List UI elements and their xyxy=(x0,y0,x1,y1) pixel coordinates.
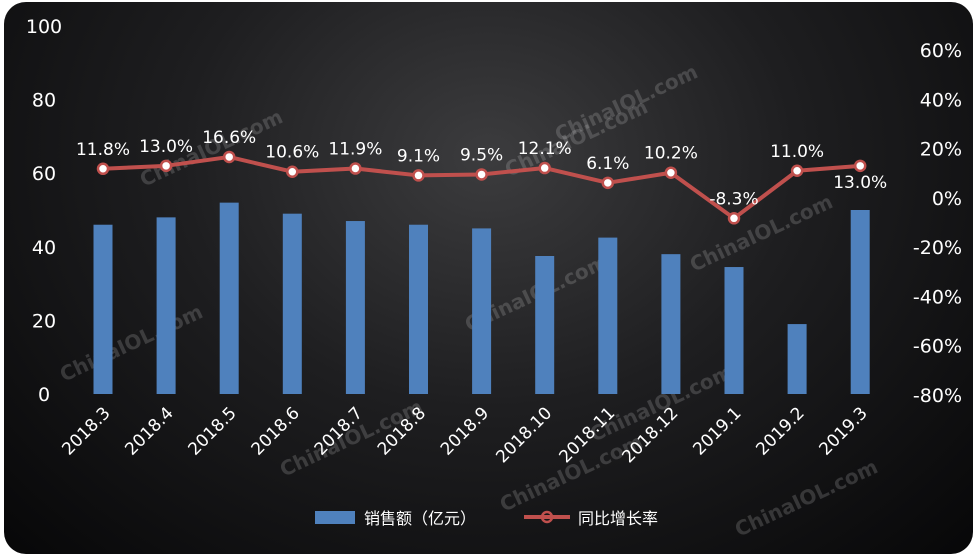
line-series: 11.8% 13.0% 16.6% 10.6% 11.9% 9.1% 9.5% 12.1% 6.… xyxy=(76,128,887,225)
left-axis-tick-label: 100 xyxy=(26,16,62,38)
bar xyxy=(472,228,492,394)
line-data-label: 6.1% xyxy=(586,154,629,174)
left-axis-tick-label: 80 xyxy=(32,90,56,112)
line-data-label: 16.6% xyxy=(202,128,256,148)
bar xyxy=(345,221,365,394)
bar xyxy=(598,237,618,394)
chart-panel: ChinaIOL.com ChinaIOL.com ChinaIOL.com Chin… xyxy=(4,2,973,554)
watermark-text: ChinaIOL.com xyxy=(731,454,881,541)
right-axis-tick-label: -60% xyxy=(913,336,962,358)
bar xyxy=(787,324,807,394)
category-label: 2018.10 xyxy=(492,403,556,467)
category-label: 2018.9 xyxy=(437,403,493,459)
bar xyxy=(409,224,428,394)
left-y-axis: 0 20 40 60 80 100 xyxy=(26,16,62,406)
bar xyxy=(93,224,113,394)
legend-bar-label: 销售额（亿元） xyxy=(364,509,476,528)
category-labels: 2018.3 2018.4 2018.5 2018.6 2018.7 2018.8 2018… xyxy=(58,403,871,467)
category-label: 2018.5 xyxy=(185,403,241,459)
line-point xyxy=(538,161,551,175)
line-point xyxy=(727,212,741,225)
right-y-axis: -80% -60% -40% -20% 0% 20% 40% 60% xyxy=(913,40,962,407)
bar xyxy=(535,256,555,394)
line-data-label: -8.3% xyxy=(709,189,758,209)
right-axis-tick-label: -40% xyxy=(913,286,962,308)
line-point xyxy=(349,162,362,175)
left-axis-tick-label: 20 xyxy=(32,310,56,332)
bar xyxy=(850,210,870,394)
line-point xyxy=(96,162,110,176)
watermark-text: ChinaIOL.com xyxy=(551,59,701,146)
left-axis-tick-label: 0 xyxy=(38,384,50,406)
line-point xyxy=(475,168,488,181)
left-axis-tick-label: 60 xyxy=(32,163,56,185)
bar xyxy=(219,202,239,394)
line-data-label: 10.2% xyxy=(644,144,698,164)
left-axis-tick-label: 40 xyxy=(32,237,56,259)
line-data-label: 13.0% xyxy=(139,137,193,157)
line-data-label: 12.1% xyxy=(518,139,572,159)
line-data-label: 11.9% xyxy=(328,140,382,160)
watermarks: ChinaIOL.com ChinaIOL.comChinaIOL.comChin… xyxy=(56,59,881,541)
right-axis-tick-label: 20% xyxy=(920,139,962,161)
watermark-text: ChinaIOL.com xyxy=(56,299,206,386)
right-axis-tick-label: -20% xyxy=(913,237,962,259)
legend-bar-swatch xyxy=(315,511,355,524)
legend-line-label: 同比增长率 xyxy=(578,509,658,528)
line-data-label: 13.0% xyxy=(833,173,887,193)
line-point xyxy=(159,159,173,173)
line-data-label: 9.5% xyxy=(460,145,503,165)
line-point xyxy=(286,165,299,178)
right-axis-tick-label: 60% xyxy=(920,40,962,62)
bar xyxy=(724,267,744,394)
line-data-label: 9.1% xyxy=(397,146,440,166)
line-data-label: 11.0% xyxy=(770,142,824,162)
bar xyxy=(156,217,176,394)
line-data-label: 11.8% xyxy=(76,140,130,160)
legend-line-marker xyxy=(540,510,554,524)
category-label: 2018.3 xyxy=(58,403,114,459)
line-point xyxy=(412,169,425,182)
category-label: 2019.3 xyxy=(816,403,872,459)
right-axis-tick-label: 0% xyxy=(932,188,962,210)
legend: 销售额（亿元） 同比增长率 xyxy=(315,509,658,528)
line-point xyxy=(853,159,867,173)
line-data-label: 10.6% xyxy=(265,143,319,163)
bar xyxy=(661,254,681,394)
right-axis-tick-label: -80% xyxy=(913,385,962,407)
line-point xyxy=(664,166,678,179)
category-label: 2019.1 xyxy=(689,403,745,459)
category-label: 2019.2 xyxy=(752,403,808,459)
bar-series xyxy=(93,202,870,394)
right-axis-tick-label: 40% xyxy=(920,89,962,111)
line-point xyxy=(790,164,804,177)
line-point xyxy=(222,150,236,164)
bar xyxy=(282,213,302,394)
category-label: 2018.4 xyxy=(121,403,177,459)
line-point xyxy=(601,176,615,190)
chart-svg: ChinaIOL.com ChinaIOL.comChinaIOL.comChin… xyxy=(26,16,962,542)
